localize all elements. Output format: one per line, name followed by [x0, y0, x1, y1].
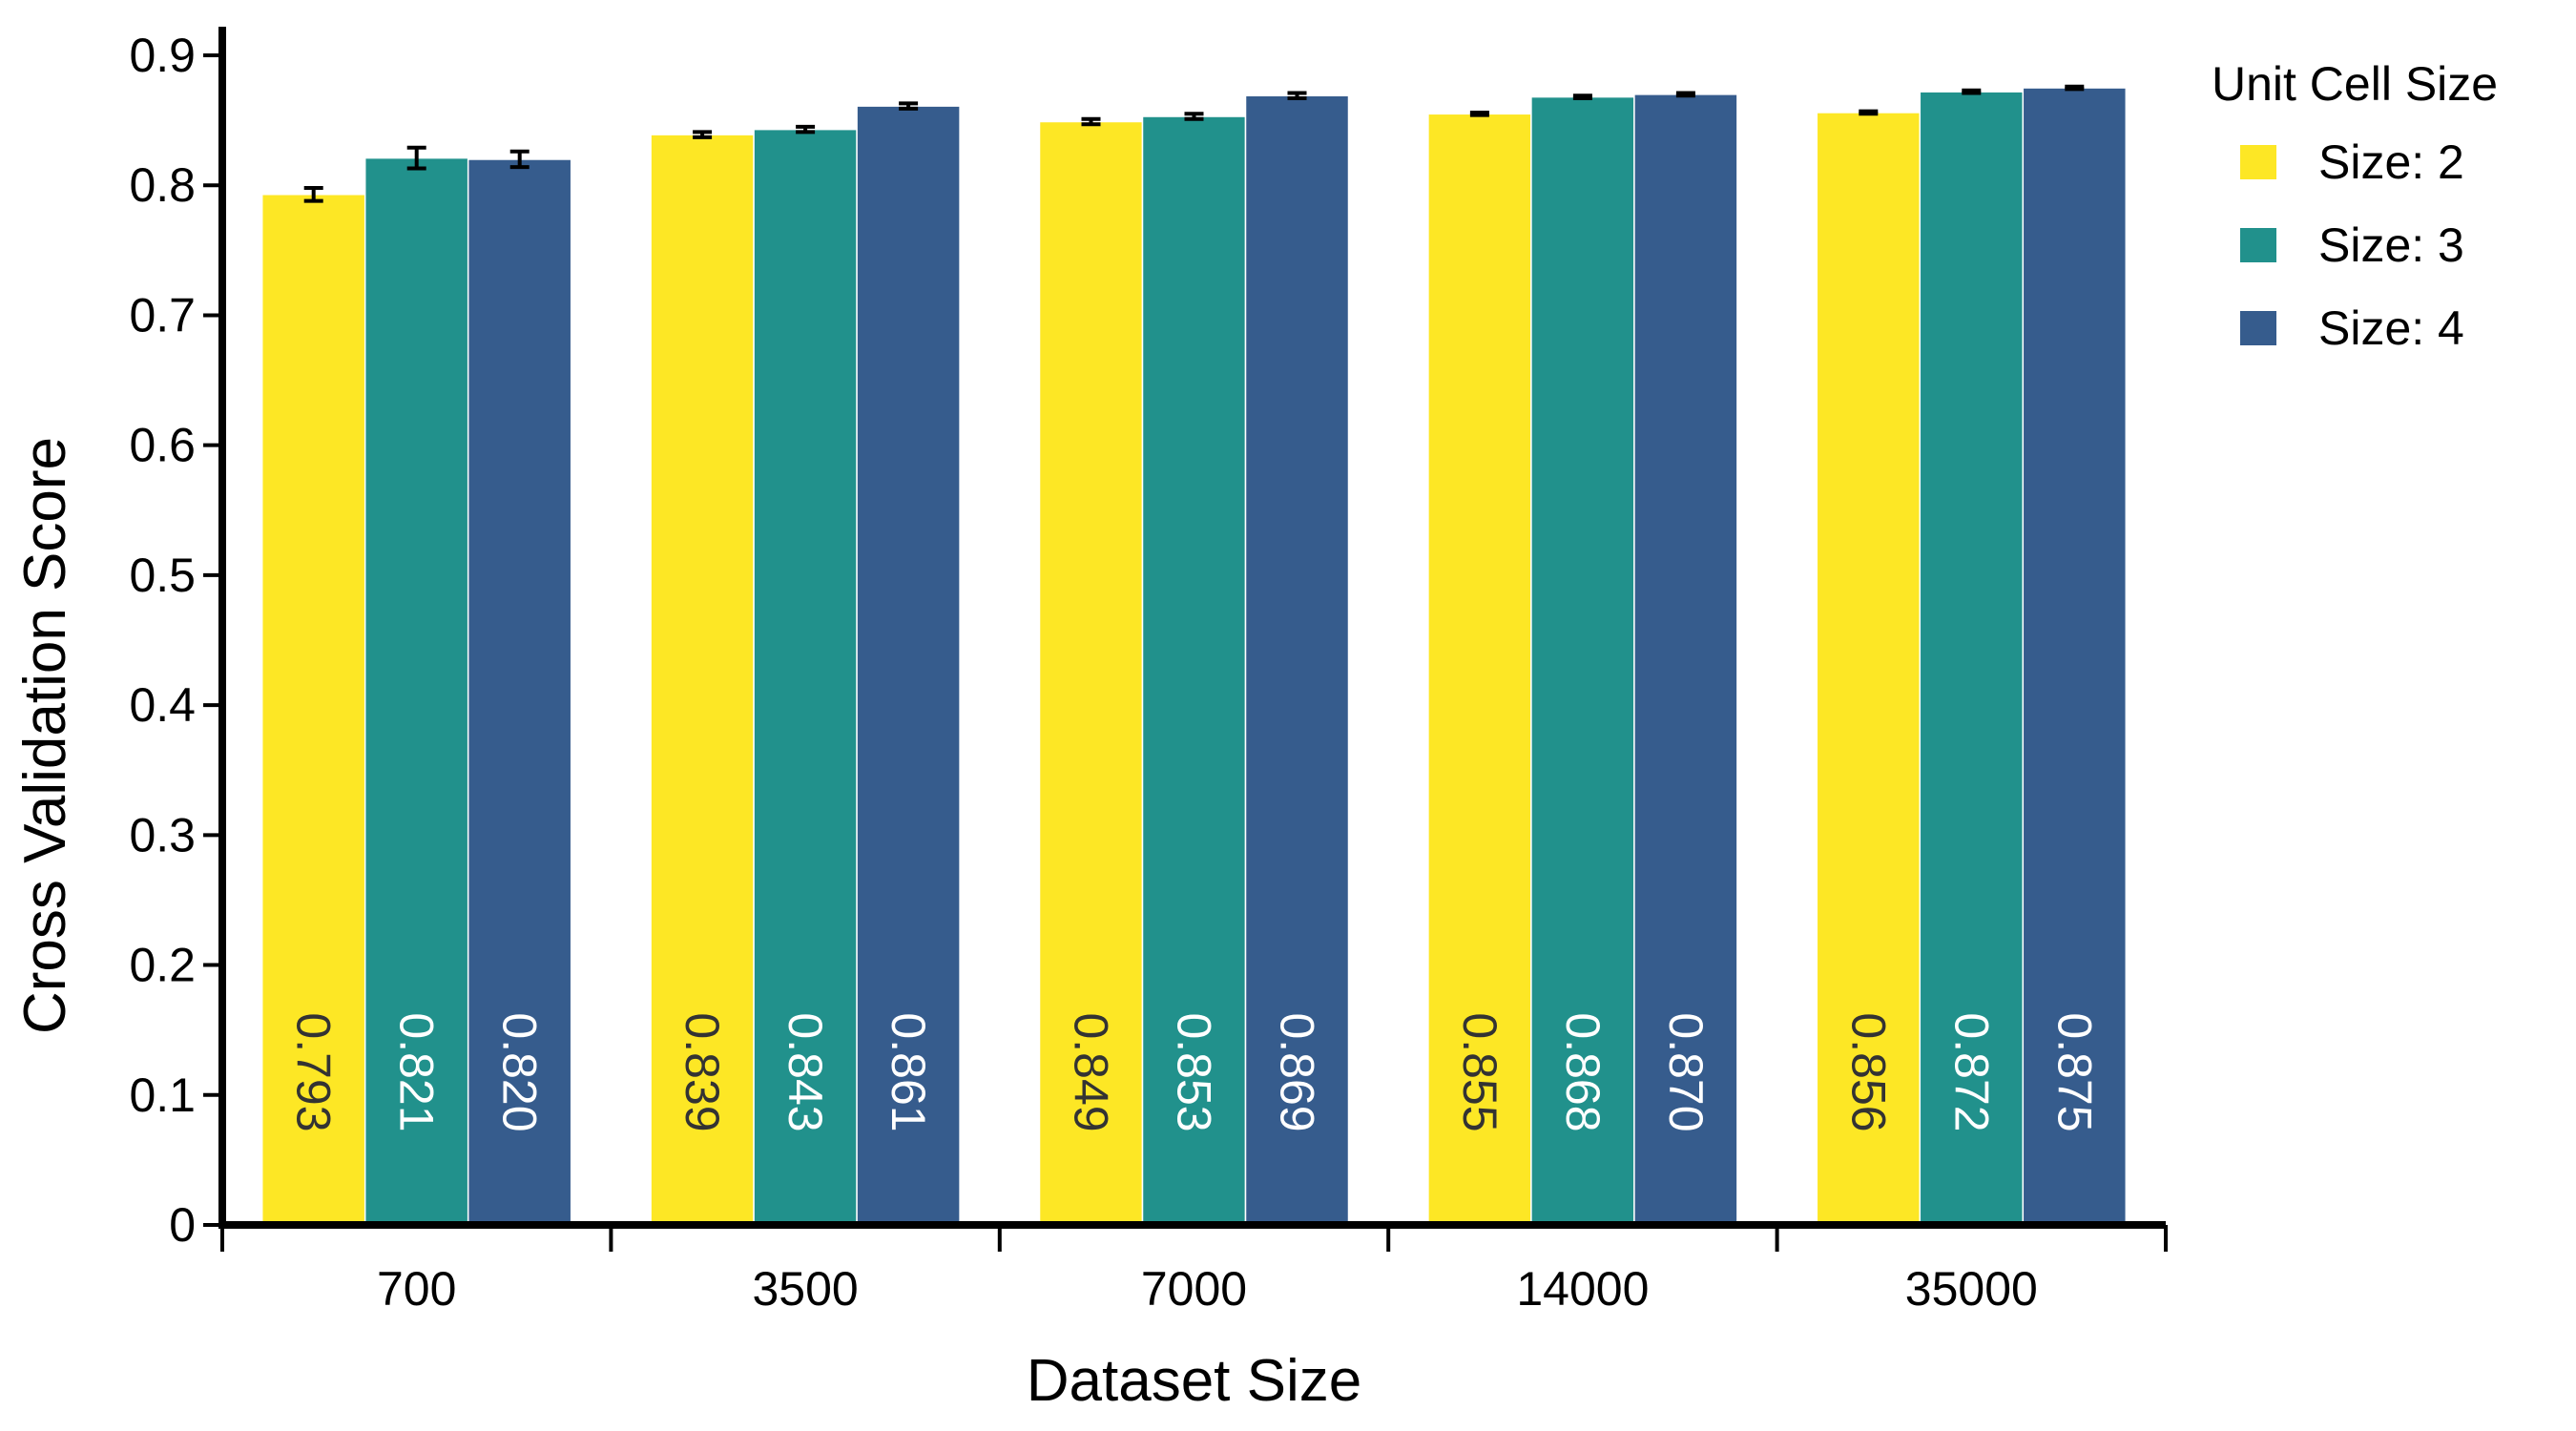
error-bar-35000-series-3	[2065, 84, 2085, 92]
bar-value-label: 0.793	[287, 1012, 341, 1131]
y-tick-label: 0.2	[129, 939, 196, 992]
bar-35000-series-1	[1816, 112, 1922, 1226]
bar-7000-series-1	[1038, 120, 1144, 1226]
bar-value-label: 0.820	[493, 1012, 547, 1131]
error-bar-7000-series-3	[1287, 91, 1307, 100]
bar-3500-series-2	[753, 128, 858, 1226]
axes-layer: 0 0.1 0.2 0.3 0.4 0.5 0.6 0.7 0.8 0.9 700 3500 7000 1…	[129, 27, 2168, 1316]
y-tick-label: 0.3	[129, 808, 196, 861]
bar-value-label: 0.861	[882, 1012, 935, 1131]
bar-value-label: 0.870	[1659, 1012, 1713, 1131]
y-tick-label: 0.6	[129, 419, 196, 472]
y-tick-label: 0.5	[129, 549, 196, 602]
legend-label: Size: 2	[2318, 135, 2464, 189]
y-tick-label: 0.9	[129, 29, 196, 82]
bar-value-label: 0.856	[1841, 1012, 1895, 1131]
bar-value-label: 0.855	[1453, 1012, 1506, 1131]
error-bar-700-series-1	[303, 185, 323, 203]
bar-value-label: 0.839	[675, 1012, 729, 1131]
bar-value-label: 0.849	[1065, 1012, 1118, 1131]
bar-7000-series-2	[1141, 115, 1247, 1226]
bar-7000-series-3	[1244, 94, 1350, 1226]
y-tick-label: 0.8	[129, 158, 196, 212]
error-bar-7000-series-1	[1081, 116, 1101, 127]
legend-swatch	[2240, 145, 2276, 179]
y-tick-label: 0.1	[129, 1068, 196, 1122]
bar-value-label: 0.875	[2047, 1012, 2101, 1131]
error-bar-14000-series-1	[1469, 110, 1489, 117]
x-tick-label: 700	[377, 1262, 456, 1316]
bar-35000-series-3	[2022, 87, 2128, 1226]
error-bar-35000-series-1	[1859, 109, 1879, 116]
legend-swatch	[2240, 311, 2276, 345]
y-tick-label: 0.7	[129, 288, 196, 342]
bars-layer: 0.793 0.821 0.820 0.839 0.843 0.861 0.849 0.853…	[260, 84, 2128, 1226]
bar-value-label: 0.872	[1944, 1012, 1998, 1131]
legend-label: Size: 4	[2318, 301, 2464, 355]
error-bar-3500-series-3	[899, 101, 919, 111]
error-bar-3500-series-2	[796, 124, 816, 135]
x-tick-label: 7000	[1141, 1262, 1247, 1316]
legend: Unit Cell Size Size: 2 Size: 3 Size: 4	[2212, 57, 2498, 355]
x-tick-label: 3500	[752, 1262, 858, 1316]
y-tick-label: 0.4	[129, 678, 196, 732]
bar-35000-series-2	[1919, 91, 2025, 1226]
bar-value-label: 0.868	[1556, 1012, 1610, 1131]
error-bar-14000-series-3	[1675, 91, 1695, 98]
bar-700-series-1	[260, 194, 366, 1226]
y-tick-label: 0	[169, 1198, 196, 1252]
x-tick-label: 35000	[1905, 1262, 2038, 1316]
legend-title: Unit Cell Size	[2212, 57, 2498, 111]
legend-label: Size: 3	[2318, 218, 2464, 272]
legend-swatch	[2240, 228, 2276, 262]
y-axis-title: Cross Validation Score	[12, 437, 78, 1034]
bar-700-series-3	[467, 158, 572, 1226]
error-bar-700-series-2	[406, 145, 426, 171]
bar-value-label: 0.869	[1271, 1012, 1324, 1131]
x-axis-title: Dataset Size	[1027, 1348, 1362, 1414]
bar-3500-series-3	[856, 105, 961, 1226]
error-bar-700-series-3	[509, 149, 530, 170]
error-bar-7000-series-2	[1184, 112, 1204, 121]
bar-value-label: 0.821	[390, 1012, 444, 1131]
x-tick-label: 14000	[1516, 1262, 1649, 1316]
bar-14000-series-3	[1633, 93, 1738, 1226]
error-bar-35000-series-2	[1962, 88, 1982, 95]
bar-value-label: 0.853	[1168, 1012, 1221, 1131]
error-bar-3500-series-1	[693, 130, 713, 139]
error-bar-14000-series-2	[1572, 93, 1592, 100]
bar-value-label: 0.843	[779, 1012, 832, 1131]
